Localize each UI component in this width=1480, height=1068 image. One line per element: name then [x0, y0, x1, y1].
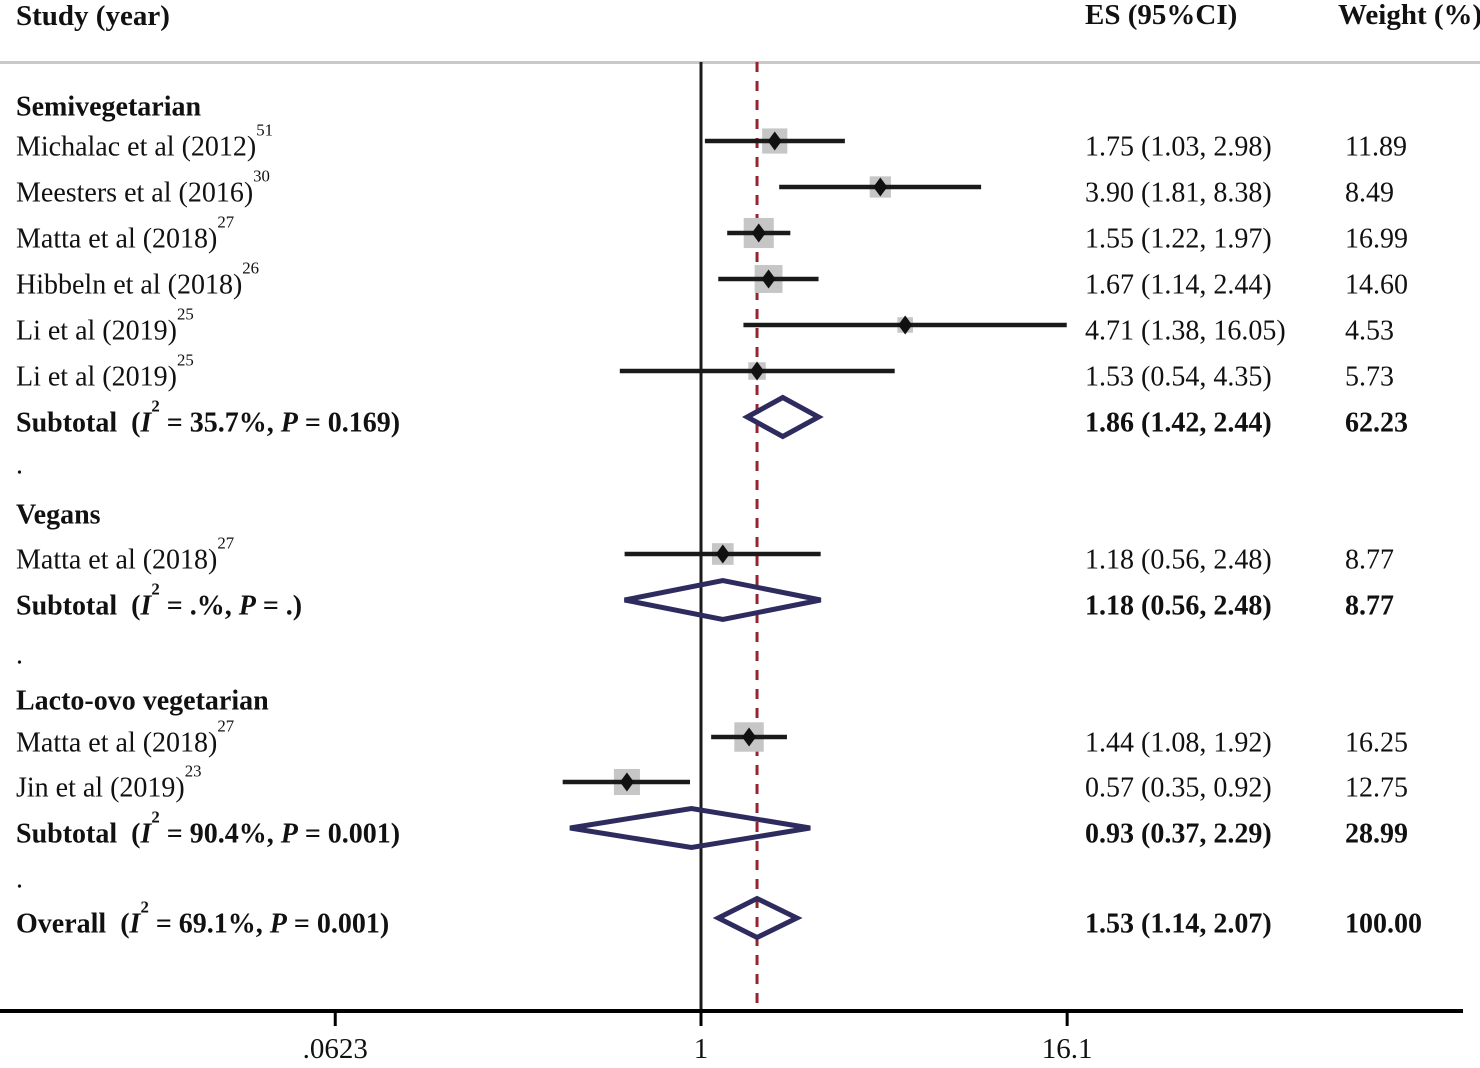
- study-label: Jin et al (2019)23: [16, 762, 202, 804]
- subtotal-diamond: [742, 394, 824, 440]
- weight-value: 12.75: [1345, 772, 1408, 804]
- point-marker: [750, 361, 765, 381]
- es-value: 1.18 (0.56, 2.48): [1085, 544, 1272, 576]
- header-separator-line: [0, 61, 1480, 64]
- es-value: 3.90 (1.81, 8.38): [1085, 177, 1272, 209]
- es-value: 1.53 (0.54, 4.35): [1085, 361, 1272, 393]
- weight-value: 8.77: [1345, 544, 1394, 576]
- group-divider-dot: .: [16, 449, 23, 481]
- subtotal-weight-value: 8.77: [1345, 590, 1394, 622]
- es-value: 4.71 (1.38, 16.05): [1085, 315, 1286, 347]
- group-header: Semivegetarian: [16, 91, 202, 123]
- weight-value: 16.25: [1345, 727, 1408, 759]
- overall-diamond: [712, 895, 803, 941]
- point-marker: [751, 223, 766, 243]
- es-value: 1.55 (1.22, 1.97): [1085, 223, 1272, 255]
- x-axis-tick-label: 16.1: [1041, 1033, 1093, 1065]
- study-label: Li et al (2019)25: [16, 351, 194, 393]
- point-marker: [761, 269, 776, 289]
- x-axis-tick-label: .0623: [302, 1033, 368, 1065]
- study-label: Matta et al (2018)27: [16, 213, 235, 255]
- overall-weight-value: 100.00: [1345, 908, 1422, 940]
- study-label: Matta et al (2018)27: [16, 534, 235, 576]
- es-value: 1.44 (1.08, 1.92): [1085, 727, 1272, 759]
- group-header: Vegans: [16, 499, 101, 531]
- study-label: Li et al (2019)25: [16, 305, 194, 347]
- point-marker: [767, 131, 782, 151]
- group-divider-dot: .: [16, 639, 23, 671]
- es-value: 0.57 (0.35, 0.92): [1085, 772, 1272, 804]
- overall-es-value: 1.53 (1.14, 2.07): [1085, 908, 1272, 940]
- overall-label: Overall (I2 = 69.1%, P = 0.001): [16, 898, 390, 940]
- weight-value: 4.53: [1345, 315, 1394, 347]
- subtotal-label: Subtotal (I2 = .%, P = .): [16, 580, 303, 622]
- point-marker: [742, 727, 757, 747]
- es-value: 1.75 (1.03, 2.98): [1085, 131, 1272, 163]
- subtotal-es-value: 1.18 (0.56, 2.48): [1085, 590, 1272, 622]
- weight-value: 8.49: [1345, 177, 1394, 209]
- point-marker: [715, 544, 730, 564]
- weight-value: 5.73: [1345, 361, 1394, 393]
- subtotal-diamond: [569, 805, 811, 851]
- subtotal-diamond: [624, 577, 822, 623]
- subtotal-label: Subtotal (I2 = 90.4%, P = 0.001): [16, 808, 401, 850]
- point-marker: [619, 772, 634, 792]
- column-header-es: ES (95%CI): [1085, 0, 1238, 32]
- subtotal-weight-value: 62.23: [1345, 407, 1408, 439]
- study-label: Meesters et al (2016)30: [16, 167, 270, 209]
- weight-value: 16.99: [1345, 223, 1408, 255]
- study-label: Hibbeln et al (2018)26: [16, 259, 260, 301]
- weight-value: 11.89: [1345, 131, 1407, 163]
- x-axis-tick-label: 1: [693, 1033, 709, 1065]
- subtotal-label: Subtotal (I2 = 35.7%, P = 0.169): [16, 397, 401, 439]
- weight-value: 14.60: [1345, 269, 1408, 301]
- group-header: Lacto-ovo vegetarian: [16, 685, 269, 717]
- study-label: Michalac et al (2012)51: [16, 121, 274, 163]
- point-marker: [898, 315, 913, 335]
- subtotal-es-value: 0.93 (0.37, 2.29): [1085, 818, 1272, 850]
- point-marker: [873, 177, 888, 197]
- subtotal-weight-value: 28.99: [1345, 818, 1408, 850]
- subtotal-es-value: 1.86 (1.42, 2.44): [1085, 407, 1272, 439]
- study-label: Matta et al (2018)27: [16, 717, 235, 759]
- column-header-weight: Weight (%): [1338, 0, 1480, 32]
- column-header-study: Study (year): [16, 0, 170, 33]
- es-value: 1.67 (1.14, 2.44): [1085, 269, 1272, 301]
- group-divider-dot: .: [16, 863, 23, 895]
